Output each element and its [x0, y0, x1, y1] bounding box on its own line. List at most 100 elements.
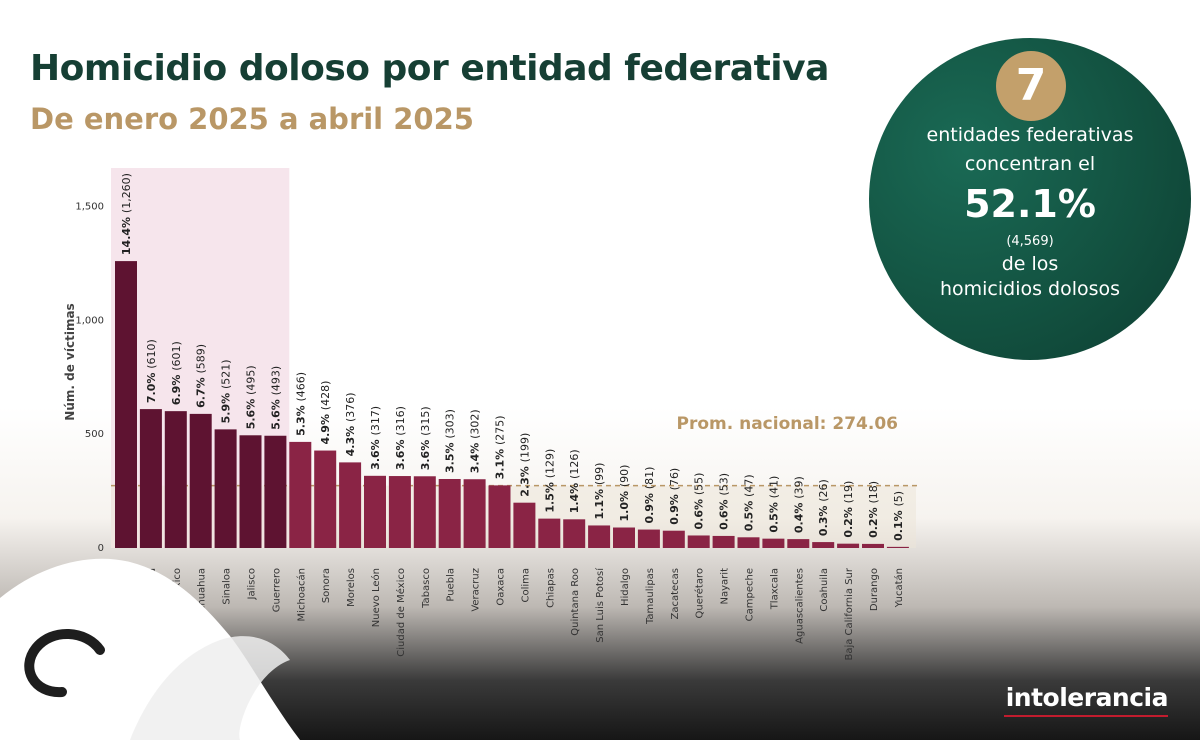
data-label-count: (376)	[344, 392, 357, 422]
category-label: Chihuahua	[197, 568, 208, 622]
callout-line3: de los	[1001, 253, 1059, 275]
data-label: 0.6% (53)	[718, 473, 731, 530]
data-label-percent: 6.7%	[195, 374, 208, 408]
data-label: 3.6% (316)	[394, 406, 407, 470]
data-label-percent: 6.9%	[170, 371, 183, 405]
data-label-percent: 0.6%	[718, 496, 731, 530]
bar	[687, 535, 710, 548]
callout-line4: homicidios dolosos	[939, 278, 1121, 300]
category-label: Puebla	[446, 568, 457, 602]
data-label: 0.3% (26)	[817, 479, 830, 536]
data-label: 5.6% (493)	[269, 366, 282, 430]
data-label: 0.6% (55)	[693, 473, 706, 530]
category-label: Querétaro	[694, 568, 706, 618]
data-label-count: (26)	[817, 479, 830, 502]
bar	[314, 450, 337, 548]
data-label-percent: 1.4%	[568, 479, 581, 513]
data-label-percent: 5.3%	[294, 402, 307, 436]
data-label: 1.5% (129)	[543, 449, 556, 513]
data-label-percent: 0.4%	[792, 499, 805, 533]
data-label: 0.9% (81)	[643, 467, 656, 524]
data-label-count: (41)	[767, 476, 780, 499]
data-label-percent: 2.3%	[518, 462, 531, 496]
data-label-percent: 5.6%	[245, 395, 258, 429]
bar	[139, 409, 162, 548]
data-label-percent: 1.1%	[593, 485, 606, 519]
bar	[339, 462, 362, 548]
data-label-count: (99)	[593, 463, 606, 486]
brand-logo[interactable]: intolerancia	[1005, 683, 1169, 712]
category-label: Sinaloa	[222, 568, 233, 605]
data-label-count: (47)	[743, 474, 756, 497]
bar	[762, 538, 785, 548]
bar	[488, 485, 511, 548]
chart-title: Homicidio doloso por entidad federativa	[30, 48, 829, 89]
data-label: 3.6% (315)	[419, 406, 432, 470]
category-label: Morelos	[346, 568, 357, 607]
category-label: Michoacán	[295, 568, 307, 621]
bar	[837, 543, 860, 548]
category-label: Hidalgo	[620, 568, 631, 606]
callout-count: (4,569)	[1006, 234, 1054, 249]
category-label: Ciudad de México	[395, 568, 407, 657]
category-label: San Luis Potosí	[594, 567, 606, 643]
category-label: Yucatán	[893, 568, 905, 608]
y-tick-label: 500	[85, 429, 104, 440]
category-label: Tlaxcala	[769, 568, 780, 610]
bar	[164, 411, 187, 548]
bar	[189, 413, 212, 548]
data-label: 6.9% (601)	[170, 341, 183, 405]
callout-percent: 52.1%	[964, 182, 1096, 226]
bar	[513, 502, 536, 548]
data-label-percent: 7.0%	[145, 369, 158, 403]
data-label-percent: 3.5%	[444, 439, 457, 473]
data-label: 2.3% (199)	[518, 433, 531, 497]
data-label: 0.9% (76)	[668, 468, 681, 525]
category-label: Nuevo León	[370, 568, 382, 627]
bar	[388, 476, 411, 548]
data-label-count: (90)	[618, 465, 631, 488]
data-label-count: (303)	[444, 409, 457, 439]
y-axis-label: Núm. de víctimas	[63, 303, 77, 420]
data-label-percent: 0.5%	[743, 497, 756, 531]
data-label-count: (466)	[294, 372, 307, 402]
data-label-count: (39)	[792, 476, 805, 499]
data-label: 3.4% (302)	[469, 409, 482, 473]
bar	[862, 543, 884, 548]
bar	[787, 539, 810, 548]
category-label: Veracruz	[471, 568, 482, 612]
data-label-count: (19)	[842, 481, 855, 504]
bar	[289, 441, 312, 548]
data-label-count: (129)	[543, 449, 556, 479]
data-label-count: (1,260)	[120, 173, 133, 213]
data-label-percent: 3.1%	[494, 445, 507, 479]
data-label-count: (55)	[693, 473, 706, 496]
bar	[214, 429, 237, 548]
category-label: Coahuila	[819, 568, 830, 612]
bar	[463, 479, 486, 548]
data-label-percent: 0.2%	[867, 504, 880, 538]
average-label: Prom. nacional: 274.06	[677, 414, 899, 434]
bar	[538, 518, 561, 548]
category-label: Tamaulipas	[645, 568, 656, 625]
data-label: 3.6% (317)	[369, 406, 382, 470]
bar	[239, 435, 262, 548]
data-label-count: (316)	[394, 406, 407, 436]
data-label-count: (589)	[195, 344, 208, 374]
data-label-percent: 1.0%	[618, 487, 631, 521]
data-label-count: (428)	[319, 381, 332, 411]
brand-logo-underline	[1004, 715, 1168, 717]
bar	[563, 519, 586, 548]
category-label: Tabasco	[421, 568, 432, 609]
bar	[264, 435, 287, 548]
data-label-count: (317)	[369, 406, 382, 436]
bar	[364, 475, 386, 548]
data-label: 0.5% (41)	[767, 476, 780, 533]
category-label: Jalisco	[247, 568, 258, 600]
category-label: Colima	[520, 568, 531, 603]
bar	[737, 537, 760, 548]
category-label: Durango	[869, 568, 880, 611]
data-label-count: (302)	[469, 409, 482, 439]
